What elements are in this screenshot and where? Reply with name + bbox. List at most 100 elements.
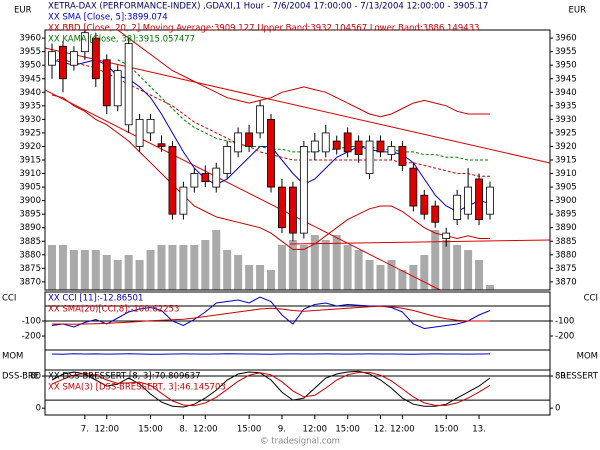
y-tick-label: 3870 [555,277,577,287]
x-tick-label: 12:00 [193,425,218,435]
volume-bar [354,250,363,290]
y-tick-label: 80 [555,372,566,382]
volume-bar [431,230,440,290]
y-tick-label: 3900 [19,196,41,206]
y-tick-label: 3910 [19,169,41,179]
candle-body [431,205,440,223]
panel-label: DSS-BRE [2,372,39,382]
x-tick-label: 13. [472,425,486,435]
x-tick-label: 12:00 [390,425,415,435]
top-layer: 3870 3870 3875 3875 3880 3880 3885 3885 3890 3890… [2,2,599,435]
source: © tradesignal.com [260,437,340,447]
candle-body [102,59,111,107]
volume-bar [91,250,100,290]
y-tick-label: 3905 [555,183,577,193]
y-tick-label: 3925 [19,128,41,138]
y-tick-label: 3885 [555,237,577,247]
panel-label: RESSERT [560,372,599,382]
candle-body [475,178,483,220]
volume-bar [343,245,352,290]
candle-body [486,186,494,215]
panel-label: CCI [2,294,16,304]
volume-bar [146,250,155,290]
y-tick-label: 3950 [555,61,577,71]
volume-bar [245,265,254,290]
y-tick-label: -200 [22,332,41,342]
volume-bar [212,230,221,290]
volume-bar [420,255,429,290]
volume-bar [288,240,297,290]
chart-title: XETRA-DAX (PERFORMANCE-INDEX) ,GDAXI,1 H… [48,2,488,12]
candle-body [168,146,177,215]
y-tick-label: 3960 [19,34,41,44]
legend-entry: XX KAMA [Close, 38]:3915.057477 [48,35,195,45]
y-tick-label: 3905 [19,183,41,193]
volume-bar [475,260,484,290]
y-tick-label: 3920 [19,142,41,152]
y-tick-label: 3955 [19,47,41,57]
y-tick-label: 0 [36,404,41,414]
y-tick-label: 3945 [19,74,41,84]
y-tick-label: 3875 [19,264,41,274]
y-tick-label: 3895 [555,210,577,220]
series-line [116,30,490,118]
candle-body [212,167,221,188]
volume-bar [453,245,462,290]
volume-bar [365,260,374,290]
y-tick-label: 3895 [19,210,41,220]
candle-body [135,118,144,147]
y-tick-label: 3945 [555,74,577,84]
candle-body [59,45,67,80]
panel [51,353,491,355]
candle-body [409,167,418,207]
y-tick-label: 3925 [555,128,577,138]
x-tick-label: 15:00 [434,425,459,435]
candle-body [299,146,308,234]
volume-bar [80,250,89,290]
candle-body [310,140,319,153]
legend-entry: XX SMA(20)[CCI,8]:-100.62253 [48,305,179,315]
series-line [51,370,491,408]
y-tick-label: 3910 [555,169,577,179]
volume-bar [464,250,473,290]
volume-bar [124,255,133,290]
candle-body [70,51,78,66]
y-tick-label: 3940 [19,88,41,98]
legend-entry: XX BBD [Close, 20, 2] Moving Average:390… [48,24,479,34]
candle-body [80,32,89,53]
y-tick-label: 3890 [555,223,577,233]
volume-bar [69,250,78,290]
legend-entry: XX SMA(3) [DSS-BRESSERT, 3]:46.145703 [48,383,226,393]
series-line [52,305,490,325]
volume-bar [168,245,177,290]
candle-body [234,132,243,153]
y-unit-label: EUR [14,6,32,16]
y-tick-label: 3915 [19,156,41,166]
volume-bar [48,245,56,290]
y-tick-label: 3915 [555,156,577,166]
volume-bar [102,255,111,290]
y-tick-label: -100 [22,317,41,327]
y-tick-label: 3880 [555,250,577,260]
legend-entry: XX DSS-BRESSERT [8, 3]:70.809637 [48,372,201,382]
volume-bar [398,270,407,290]
candle-body [354,140,363,155]
y-tick-label: 3870 [19,277,41,287]
volume-bar [442,240,451,290]
candle-body [179,186,188,215]
y-tick-label: -100 [555,317,574,327]
candle-body [464,186,473,215]
trendline [289,239,550,245]
volume-bar [267,270,275,290]
y-tick-label: 80 [30,372,41,382]
candle-body [387,146,396,155]
plot-layer [45,230,550,408]
volume-bar [332,235,341,290]
series-line [51,94,490,250]
volume-bar [256,265,265,290]
trendline [45,89,441,290]
candle-body [278,186,286,229]
candle-body [146,118,155,134]
volume-bar [223,250,232,290]
